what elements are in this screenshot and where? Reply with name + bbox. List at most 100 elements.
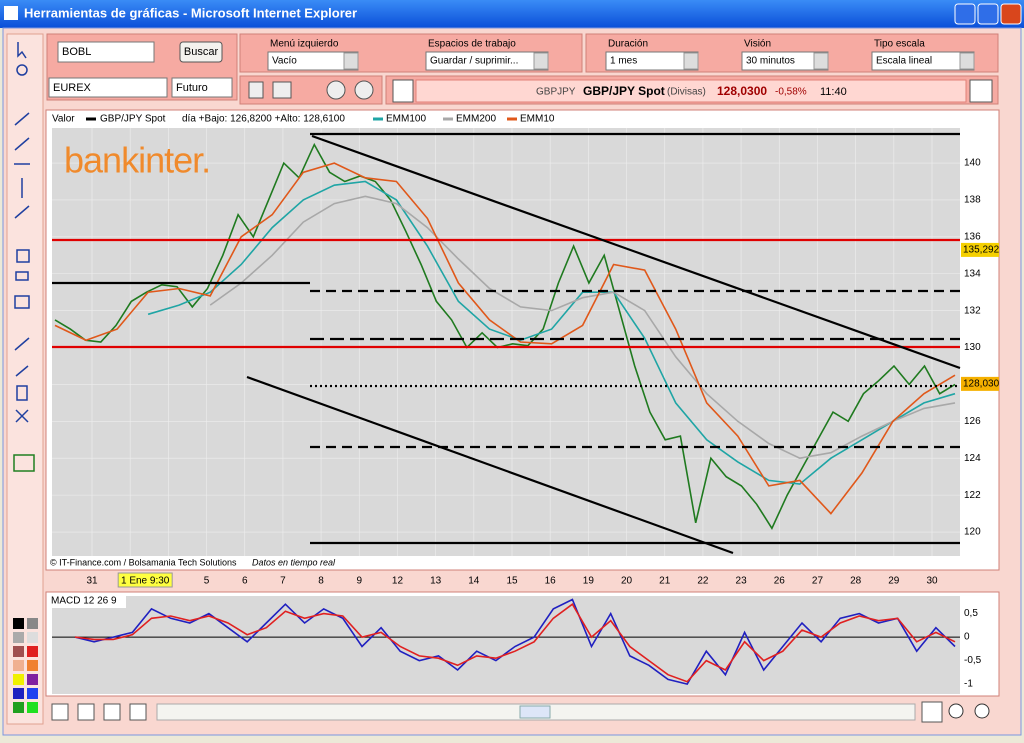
logo: bankinter. [64, 140, 210, 181]
ticker-change: -0,58% [775, 87, 807, 98]
x-tick-label: 28 [850, 576, 862, 587]
x-tick-label: 7 [280, 576, 286, 587]
tool-icons [13, 42, 35, 472]
action-icons [248, 80, 374, 100]
series-line [74, 603, 956, 683]
x-tick-label: 30 [926, 576, 938, 587]
tool-button[interactable] [103, 703, 121, 721]
x-tick-label: 22 [697, 576, 709, 587]
tool-button[interactable] [51, 703, 69, 721]
level-label: 128,030 [963, 379, 1000, 390]
zoom-in[interactable] [974, 703, 990, 719]
x-tick-label: 5 [204, 576, 210, 587]
price-plot [52, 128, 960, 556]
x-tick-label: 29 [888, 576, 900, 587]
window-title: Herramientas de gráficas - Microsoft Int… [24, 5, 357, 20]
y-tick-label: 130 [964, 342, 981, 353]
color-palette [13, 618, 38, 713]
y-tick-label: 0,5 [964, 608, 978, 619]
panel-title-bg [48, 594, 126, 608]
next-button[interactable] [969, 79, 993, 103]
select-arrow[interactable] [959, 52, 975, 70]
minimize-button[interactable] [954, 3, 976, 25]
x-tick-label: 6 [242, 576, 248, 587]
legend-label: GBP/JPY Spot [100, 114, 166, 125]
series-line [209, 195, 956, 460]
y-tick-label: -0,5 [964, 655, 982, 666]
panel-title: MACD 12 26 9 [51, 596, 117, 607]
x-tick-label: 9 [356, 576, 362, 587]
market-select[interactable] [48, 77, 168, 98]
kind-value: Futuro [176, 82, 208, 94]
maximize-button[interactable] [977, 3, 999, 25]
y-tick-label: -1 [964, 679, 973, 690]
series-line [54, 162, 956, 515]
ticker-class: (Divisas) [667, 87, 706, 98]
x-tick-label: 31 [86, 576, 98, 587]
y-tick-label: 138 [964, 195, 981, 206]
market-value: EUREX [53, 82, 92, 94]
scroll-thumb[interactable] [519, 705, 551, 719]
x-tick-label: 15 [506, 576, 518, 587]
macd-plot [52, 596, 960, 694]
x-tick-highlight [117, 572, 173, 588]
y-tick-label: 122 [964, 490, 981, 501]
kind-select[interactable] [171, 77, 233, 98]
tool-button[interactable] [77, 703, 95, 721]
select-arrow[interactable] [533, 52, 549, 70]
close-button[interactable] [1000, 3, 1022, 25]
setting-label: Tipo escala [874, 39, 925, 50]
title-bar [0, 0, 1024, 28]
app-icon [4, 6, 18, 20]
ticker-price: 128,0300 [717, 84, 767, 98]
series-line [54, 142, 956, 530]
left-toolbar [6, 33, 44, 725]
x-tick-label: 13 [430, 576, 442, 587]
x-tick-label: 26 [774, 576, 786, 587]
y-tick-label: 134 [964, 268, 981, 279]
bottom-toolbar [51, 701, 990, 723]
legend-label: EMM200 [456, 114, 496, 125]
select-arrow[interactable] [343, 52, 359, 70]
zoom-fit[interactable] [921, 701, 943, 723]
y-tick-label: 126 [964, 416, 981, 427]
select-arrow[interactable] [813, 52, 829, 70]
search-button-label: Buscar [184, 46, 219, 58]
legend-info: día +Bajo: 126,8200 +Alto: 128,6100 [182, 114, 345, 125]
ticker-code: GBPJPY [536, 87, 576, 98]
y-tick-label: 0 [964, 632, 970, 643]
setting-value: Escala lineal [876, 56, 932, 67]
search-button[interactable] [179, 41, 223, 63]
level-label: 135,292 [963, 245, 1000, 256]
select-arrow[interactable] [683, 52, 699, 70]
ticker-box [415, 79, 967, 103]
footer-note: Datos en tiempo real [252, 557, 336, 567]
search-input[interactable] [57, 41, 155, 63]
ticker-time: 11:40 [820, 86, 847, 98]
series-line [147, 180, 956, 485]
x-tick-label: 8 [318, 576, 324, 587]
setting-label: Duración [608, 39, 648, 50]
legend-label: EMM10 [520, 114, 555, 125]
tool-button[interactable] [129, 703, 147, 721]
y-tick-label: 140 [964, 158, 981, 169]
zoom-out[interactable] [948, 703, 964, 719]
x-tick-label: 19 [583, 576, 595, 587]
x-tick-label: 23 [736, 576, 748, 587]
setting-value: 1 mes [610, 56, 637, 67]
x-tick-label: 12 [392, 576, 404, 587]
setting-label: Visión [744, 39, 771, 50]
legend-label: EMM100 [386, 114, 426, 125]
footer: © IT-Finance.com / Bolsamania Tech Solut… [50, 557, 237, 567]
setting-label: Menú izquierdo [270, 39, 339, 50]
search-query: BOBL [62, 46, 91, 58]
y-tick-label: 124 [964, 453, 981, 464]
level-tag [961, 376, 999, 391]
level-tag [961, 242, 999, 257]
y-tick-label: 120 [964, 527, 981, 538]
x-tick-label: 14 [468, 576, 480, 587]
series-line [74, 598, 956, 686]
y-tick-label: 132 [964, 305, 981, 316]
prev-button[interactable] [392, 79, 414, 103]
